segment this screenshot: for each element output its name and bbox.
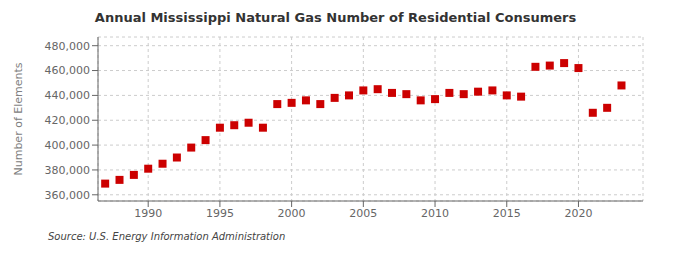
svg-text:2005: 2005 — [349, 207, 377, 220]
svg-text:440,000: 440,000 — [45, 89, 91, 102]
html-text:Annual Mississippi Natural Gas: Annual Mississippi Natural Gas Number of… — [94, 10, 577, 25]
svg-text:2010: 2010 — [421, 207, 449, 220]
svg-text:360,000: 360,000 — [45, 189, 91, 202]
svg-text:2020: 2020 — [564, 207, 592, 220]
svg-text:1995: 1995 — [206, 207, 234, 220]
svg-text:2000: 2000 — [278, 207, 306, 220]
html-text:Source: U.S. Energy Informatio: Source: U.S. Energy Information Administ… — [48, 231, 286, 242]
svg-text:460,000: 460,000 — [45, 64, 91, 77]
svg-text:380,000: 380,000 — [45, 164, 91, 177]
svg-text:420,000: 420,000 — [45, 114, 91, 127]
svg-text:480,000: 480,000 — [45, 40, 91, 53]
svg-text:2015: 2015 — [493, 207, 521, 220]
svg-text:Number of Elements: Number of Elements — [12, 62, 25, 175]
svg-text:1990: 1990 — [134, 207, 162, 220]
svg-text:400,000: 400,000 — [45, 139, 91, 152]
